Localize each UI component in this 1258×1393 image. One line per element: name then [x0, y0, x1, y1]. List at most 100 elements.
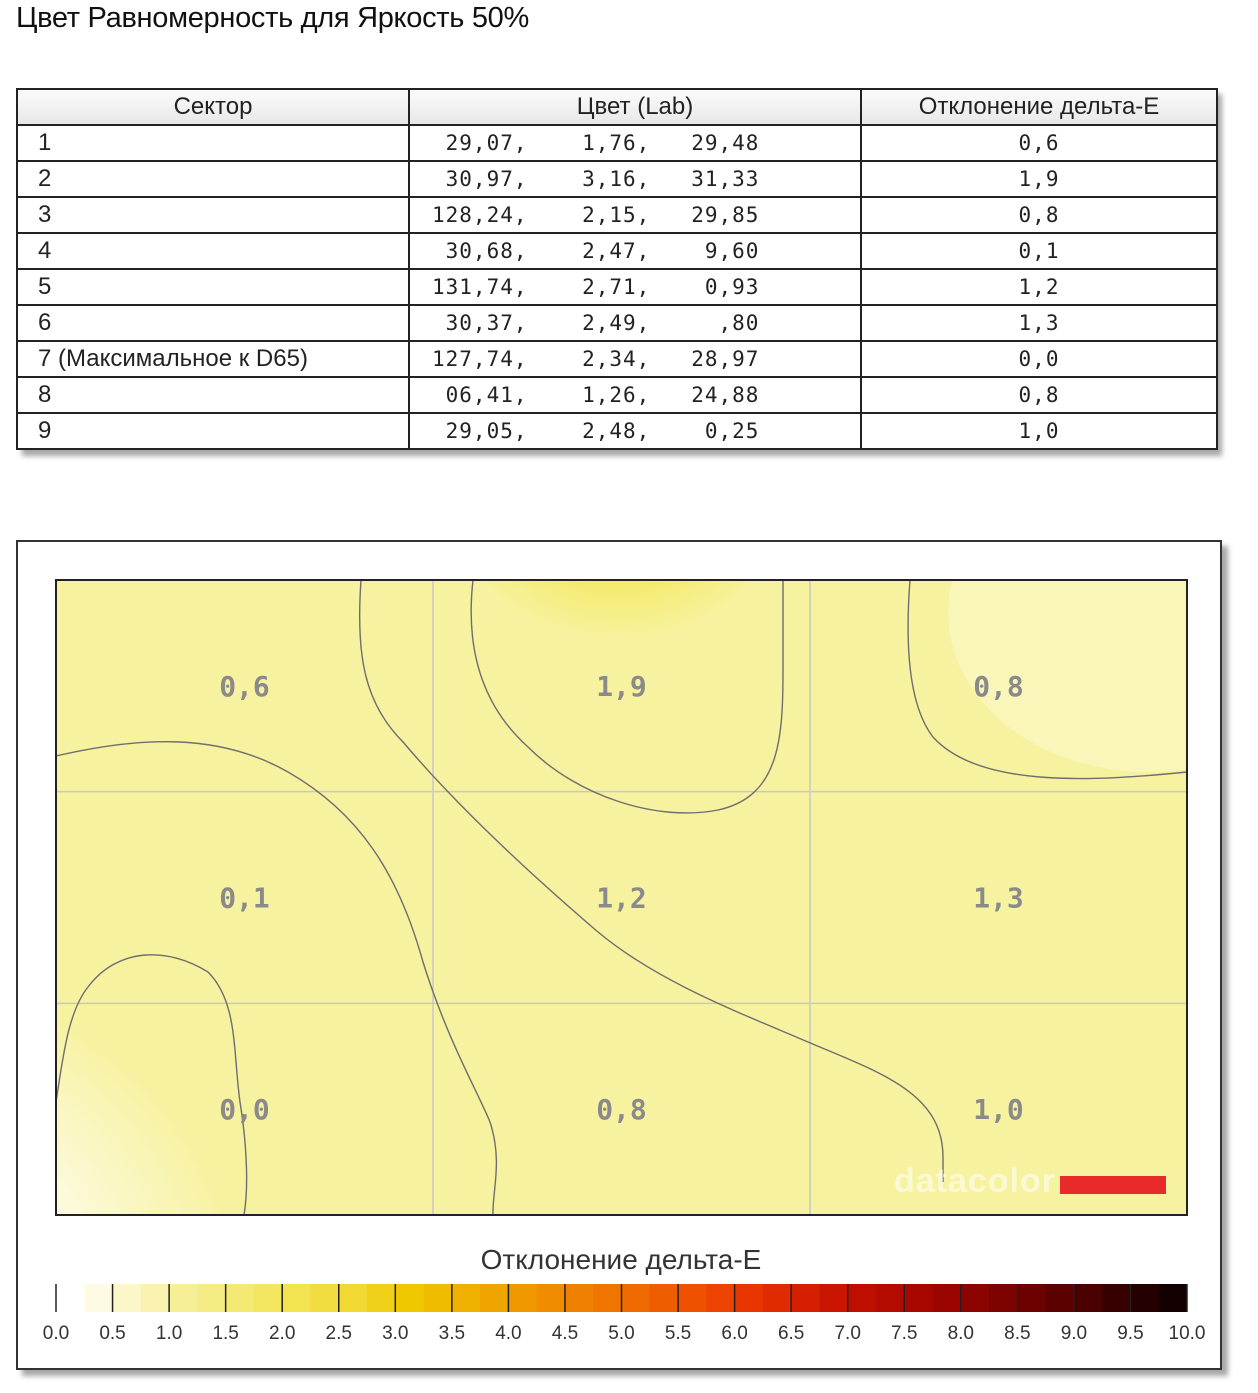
legend-color-blend: [197, 1284, 227, 1312]
legend-color-blend: [310, 1284, 340, 1312]
heatmap-cell-label: 0,6: [219, 670, 270, 703]
sector-cell: 6: [16, 304, 410, 342]
legend-color-blend: [140, 1284, 170, 1312]
legend-color-blend: [762, 1284, 792, 1312]
column-header-delta-e: Отклонение дельта-E: [860, 88, 1218, 126]
legend-tick-label: 2.0: [269, 1323, 295, 1344]
legend-color-blend: [989, 1284, 1018, 1312]
table-header-row: Сектор Цвет (Lab) Отклонение дельта-E: [16, 88, 1218, 126]
legend-color-blend: [593, 1284, 622, 1312]
sector-cell: 7 (Максимальное к D65): [16, 340, 410, 378]
legend-color-blend: [706, 1284, 736, 1312]
legend-color-blend: [649, 1284, 679, 1312]
heatmap-cell-label: 0,8: [596, 1093, 647, 1126]
legend-color-blend: [84, 1284, 114, 1312]
sector-cell: 5: [16, 268, 410, 306]
heatmap-cell-label: 1,0: [973, 1093, 1024, 1126]
sector-cell: 4: [16, 232, 410, 270]
table-row: 5 131,74, 2,71, 0,93 1,2: [16, 268, 1218, 306]
lab-cell: 29,07, 1,76, 29,48: [408, 124, 862, 162]
heatmap-cell-label: 0,8: [973, 670, 1024, 703]
sector-cell: 3: [16, 196, 410, 234]
heatmap-cell-label: 0,1: [219, 882, 270, 915]
lab-cell: 30,37, 2,49, ,80: [408, 304, 862, 342]
legend-title: Отклонение дельта-E: [481, 1244, 762, 1275]
legend-tick-label: 9.5: [1117, 1323, 1143, 1344]
table-row: 4 30,68, 2,47, 9,60 0,1: [16, 232, 1218, 270]
legend-tick-label: 1.0: [156, 1323, 182, 1344]
contour-line-5: [56, 954, 248, 1215]
column-header-lab: Цвет (Lab): [408, 88, 862, 126]
legend-tick-label: 6.0: [721, 1323, 747, 1344]
sector-cell: 1: [16, 124, 410, 162]
contour-line-2: [358, 580, 944, 1182]
datacolor-watermark: datacolor: [894, 1162, 1166, 1200]
heatmap-cell-label: 1,3: [973, 882, 1024, 915]
lab-cell: 128,24, 2,15, 29,85: [408, 196, 862, 234]
table-row: 3 128,24, 2,15, 29,85 0,8: [16, 196, 1218, 234]
contour-line-1: [56, 740, 498, 1215]
heatmap-high-area: [338, 580, 898, 882]
heatmap-cell-label: 0,0: [219, 1093, 270, 1126]
uniformity-chart: 0,6 1,9 0,8 0,1 1,2 1,3 0,0 0,8 1,0 datacolor От…: [16, 540, 1222, 1370]
legend-tick-label: 5.0: [608, 1323, 634, 1344]
legend-tick-label: 0.0: [43, 1323, 69, 1344]
column-header-sector: Сектор: [16, 88, 410, 126]
sector-cell: 9: [16, 412, 410, 450]
legend-tick-label: 10.0: [1169, 1323, 1206, 1344]
legend-tick-label: 5.5: [665, 1323, 691, 1344]
delta-e-cell: 0,6: [860, 124, 1218, 162]
heatmap-cell-label: 1,9: [596, 670, 647, 703]
legend-tick-label: 2.5: [326, 1323, 352, 1344]
legend-color-blend: [1102, 1284, 1131, 1312]
heatmap-light-top-right: [948, 580, 1187, 772]
lab-cell: 30,68, 2,47, 9,60: [408, 232, 862, 270]
table-row: 8 06,41, 1,26, 24,88 0,8: [16, 376, 1218, 414]
delta-e-cell: 1,0: [860, 412, 1218, 450]
lab-cell: 30,97, 3,16, 31,33: [408, 160, 862, 198]
lab-cell: 06,41, 1,26, 24,88: [408, 376, 862, 414]
sector-cell: 2: [16, 160, 410, 198]
legend-tick-label: 1.5: [212, 1323, 238, 1344]
heatmap-frame: [55, 579, 1188, 1216]
legend-color-blend: [1158, 1284, 1188, 1312]
lab-uniformity-table: Сектор Цвет (Lab) Отклонение дельта-E 1 …: [16, 88, 1218, 450]
legend-color-blend: [367, 1284, 396, 1312]
delta-e-cell: 1,9: [860, 160, 1218, 198]
delta-e-cell: 0,1: [860, 232, 1218, 270]
contour-line-4: [907, 580, 1187, 780]
legend-color-blend: [536, 1284, 566, 1312]
contour-line-3: [470, 580, 784, 814]
lab-cell: 127,74, 2,34, 28,97: [408, 340, 862, 378]
legend-color-blend: [875, 1284, 905, 1312]
legend-tick-label: 4.5: [552, 1323, 578, 1344]
delta-e-cell: 1,3: [860, 304, 1218, 342]
legend-tick-label: 7.0: [834, 1323, 860, 1344]
legend-tick-label: 6.5: [778, 1323, 804, 1344]
delta-e-cell: 0,8: [860, 376, 1218, 414]
legend-tick-label: 0.5: [99, 1323, 125, 1344]
delta-e-cell: 0,8: [860, 196, 1218, 234]
delta-e-cell: 0,0: [860, 340, 1218, 378]
heatmap-cell-label: 1,2: [596, 882, 647, 915]
table-row: 6 30,37, 2,49, ,80 1,3: [16, 304, 1218, 342]
table-row: 2 30,97, 3,16, 31,33 1,9: [16, 160, 1218, 198]
legend-tick-label: 7.5: [891, 1323, 917, 1344]
legend-tick-label: 8.5: [1004, 1323, 1030, 1344]
table-row: 1 29,07, 1,76, 29,48 0,6: [16, 124, 1218, 162]
legend-color-blend: [253, 1284, 283, 1312]
sector-cell: 8: [16, 376, 410, 414]
datacolor-logo-bar: [1060, 1176, 1166, 1194]
datacolor-logo-text: datacolor: [894, 1162, 1056, 1200]
page-title: Цвет Равномерность для Яркость 50%: [16, 2, 529, 34]
lab-cell: 131,74, 2,71, 0,93: [408, 268, 862, 306]
legend-color-blend: [480, 1284, 509, 1312]
table-row: 9 29,05, 2,48, 0,25 1,0: [16, 412, 1218, 450]
legend-color-blend: [1045, 1284, 1075, 1312]
legend-tick-label: 3.0: [382, 1323, 408, 1344]
delta-e-cell: 1,2: [860, 268, 1218, 306]
legend-tick-label: 4.0: [495, 1323, 521, 1344]
uniformity-heatmap-svg: 0,6 1,9 0,8 0,1 1,2 1,3 0,0 0,8 1,0 datacolor От…: [43, 579, 1206, 1344]
legend-color-blend: [819, 1284, 849, 1312]
table-row: 7 (Максимальное к D65) 127,74, 2,34, 28,9…: [16, 340, 1218, 378]
